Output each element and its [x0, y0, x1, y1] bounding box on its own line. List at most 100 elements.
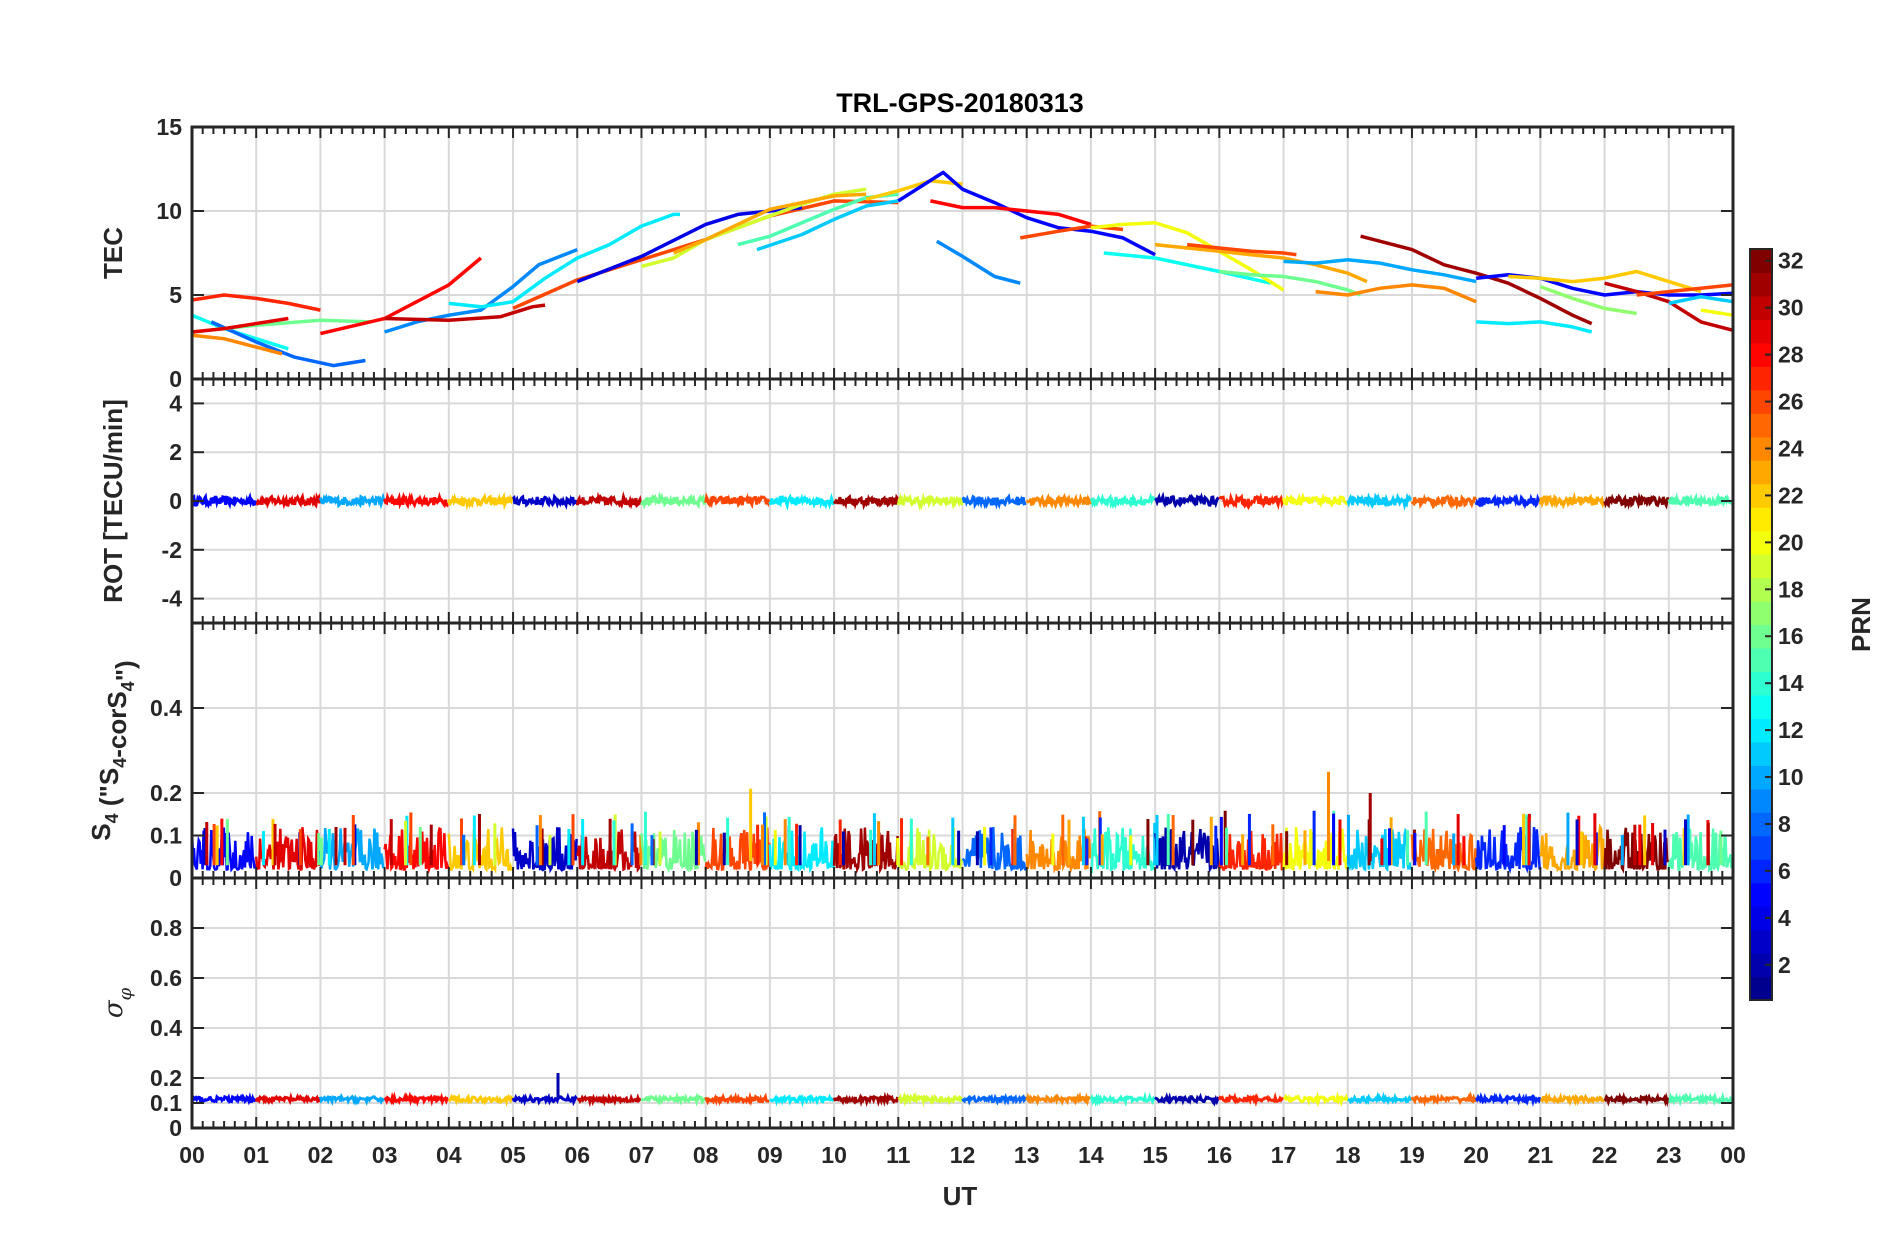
noise-series-prn-6 — [1474, 1092, 1542, 1108]
noise-series-prn-32 — [1603, 827, 1670, 874]
noise-series-prn-5 — [190, 492, 258, 510]
x-tick-label: 22 — [1592, 1142, 1618, 1168]
y-tick-label: 0.4 — [150, 695, 182, 721]
x-tick-label: 15 — [1142, 1142, 1168, 1168]
noise-series-prn-24 — [1025, 828, 1092, 875]
noise-series-prn-23 — [1538, 491, 1606, 510]
noise-series-prn-16 — [640, 491, 707, 510]
y-tick-label: 0 — [169, 1115, 182, 1141]
tec-series-prn-17 — [1539, 284, 1637, 316]
x-tick-label: 13 — [1014, 1142, 1040, 1168]
tec-series-prn-4 — [576, 205, 803, 284]
tec-series-prn-9 — [935, 239, 1021, 285]
colorbar-swatch-13 — [1750, 694, 1772, 719]
y-tick-label: 15 — [156, 114, 182, 140]
colorbar-tick-label: 32 — [1778, 248, 1804, 274]
data-layer — [191, 170, 1734, 368]
noise-series-prn-2 — [1154, 491, 1220, 509]
noise-series-prn-10 — [318, 492, 386, 510]
tec-series-prn-23 — [1154, 242, 1368, 284]
x-tick-label: 00 — [1720, 1142, 1746, 1168]
noise-series-prn-23 — [1539, 823, 1606, 873]
noise-series-prn-19 — [897, 1091, 964, 1107]
colorbar-swatch-3 — [1750, 929, 1772, 954]
tec-series-prn-26 — [1187, 242, 1297, 257]
noise-series-prn-29 — [254, 827, 322, 872]
tec-series-prn-29 — [191, 316, 289, 334]
x-tick-label: 01 — [243, 1142, 269, 1168]
noise-series-prn-30 — [576, 1093, 642, 1108]
noise-series-prn-11 — [1346, 827, 1413, 873]
x-tick-label: 19 — [1399, 1142, 1425, 1168]
tec-series-prn-11 — [1668, 294, 1734, 306]
noise-series-prn-12 — [768, 1093, 835, 1108]
colorbar-swatch-5 — [1750, 882, 1772, 907]
noise-series-prn-6 — [1474, 493, 1541, 510]
x-tick-label: 08 — [693, 1142, 719, 1168]
data-layer — [190, 1073, 1734, 1108]
tec-series-prn-10 — [1283, 257, 1477, 284]
noise-series-prn-2 — [1153, 827, 1220, 874]
colorbar-swatch-22 — [1750, 483, 1772, 508]
colorbar-swatch-14 — [1750, 671, 1772, 696]
colorbar-tick-label: 30 — [1778, 295, 1804, 321]
y-tick-label: 0.2 — [150, 780, 182, 806]
tec-series-prn-9 — [384, 247, 578, 334]
colorbar-swatch-27 — [1750, 366, 1772, 391]
colorbar-tick-label: 18 — [1778, 576, 1804, 602]
y-tick-label: 2 — [169, 439, 182, 465]
colorbar-swatch-23 — [1750, 460, 1772, 485]
y-tick-label: 0 — [169, 488, 182, 514]
colorbar-tick-label: 12 — [1778, 717, 1804, 743]
noise-series-prn-27 — [1218, 491, 1285, 511]
colorbar-tick-label: 2 — [1778, 952, 1791, 978]
noise-series-prn-20 — [1282, 826, 1349, 872]
tec-series-prn-28 — [930, 199, 1092, 227]
noise-series-prn-8 — [961, 1093, 1028, 1106]
colorbar-swatch-21 — [1750, 507, 1772, 532]
x-tick-label: 02 — [308, 1142, 334, 1168]
noise-series-prn-3 — [511, 827, 578, 874]
panel-2: -4 -2 0 2 4 ROT [TECU/min] — [98, 377, 1735, 625]
noise-series-prn-14 — [1089, 492, 1156, 510]
noise-series-prn-20 — [1282, 492, 1349, 509]
tec-series-prn-28 — [319, 256, 483, 336]
tec-series-prn-20 — [1090, 221, 1285, 292]
noise-series-prn-32 — [1603, 1091, 1670, 1108]
x-tick-label: 07 — [629, 1142, 655, 1168]
noise-series-prn-14 — [1089, 827, 1156, 875]
noise-series-prn-31 — [832, 493, 899, 511]
tec-series-prn-30 — [384, 303, 546, 322]
x-tick-label: 17 — [1271, 1142, 1297, 1168]
y-tick-label: -4 — [162, 586, 183, 612]
tec-series-prn-13 — [1103, 251, 1272, 285]
colorbar-tick-label: 26 — [1778, 389, 1804, 415]
colorbar-tick-label: 20 — [1778, 529, 1804, 555]
x-tick-label: 00 — [179, 1142, 205, 1168]
x-tick-label: 20 — [1463, 1142, 1489, 1168]
noise-series-prn-23 — [1540, 1092, 1605, 1107]
noise-series-prn-26 — [704, 1091, 770, 1107]
colorbar-swatch-1 — [1750, 976, 1772, 1001]
noise-series-prn-26 — [704, 492, 771, 510]
x-tick-label: 06 — [564, 1142, 590, 1168]
noise-series-prn-28 — [383, 1091, 449, 1107]
y-axis-label: σφ — [99, 987, 136, 1018]
colorbar-swatch-19 — [1750, 554, 1772, 579]
colorbar-swatch-17 — [1750, 601, 1772, 626]
colorbar-swatch-25 — [1750, 413, 1772, 438]
x-tick-label: 16 — [1207, 1142, 1233, 1168]
colorbar-swatch-15 — [1750, 647, 1772, 673]
colorbar-swatch-20 — [1750, 530, 1772, 555]
tec-series-prn-12 — [448, 212, 680, 309]
x-axis-label: UT — [943, 1181, 978, 1211]
y-tick-label: -2 — [162, 537, 182, 563]
noise-series-prn-22 — [447, 491, 514, 511]
y-tick-label: 0.6 — [150, 965, 182, 991]
colorbar-swatch-7 — [1750, 835, 1772, 860]
data-layer — [190, 771, 1734, 875]
colorbar-tick-label: 4 — [1778, 905, 1791, 931]
x-tick-label: 21 — [1528, 1142, 1554, 1168]
noise-series-prn-24 — [1025, 492, 1092, 510]
y-tick-label: 10 — [156, 198, 182, 224]
